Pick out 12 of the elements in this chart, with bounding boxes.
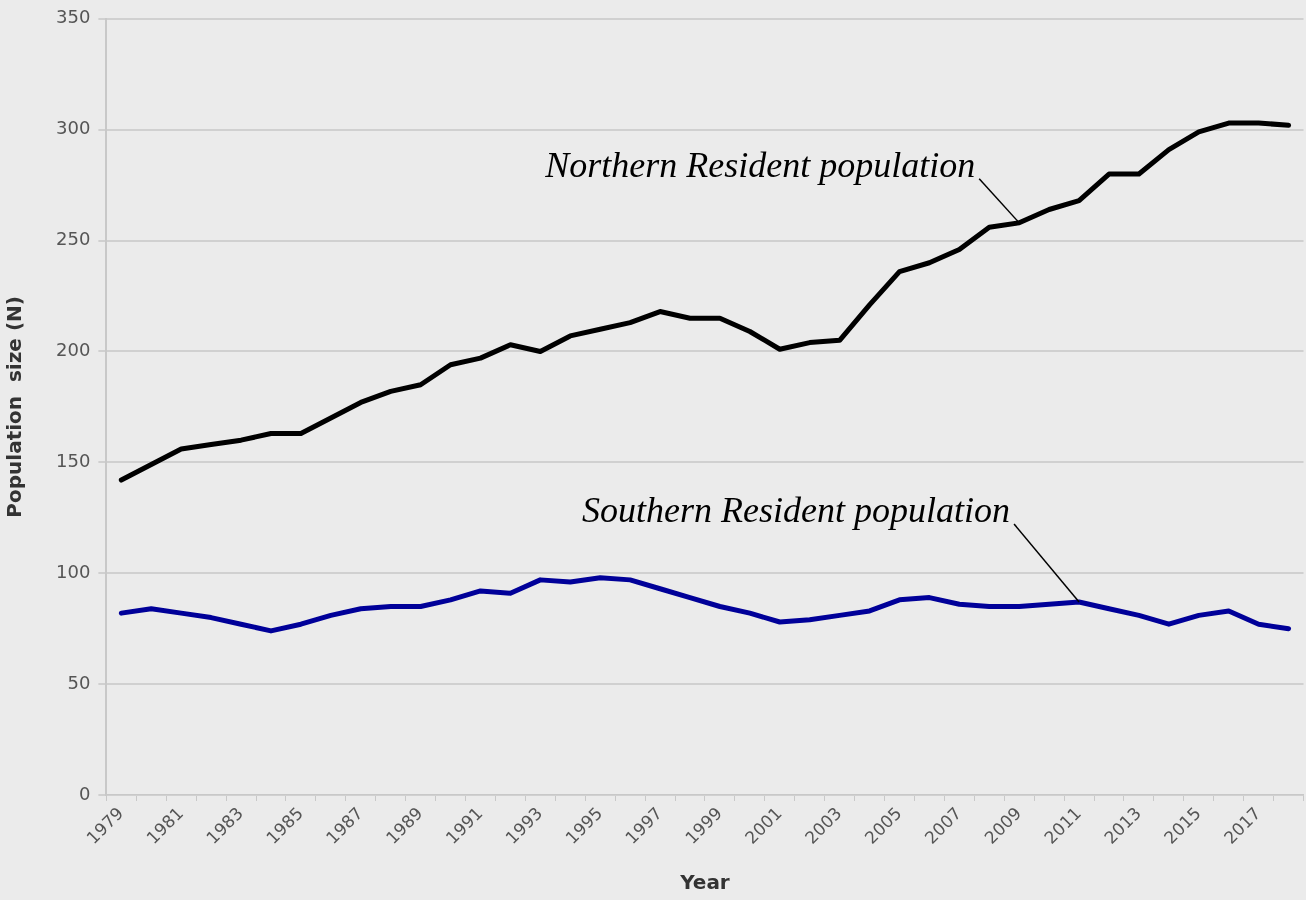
y-tick-label: 300 [56, 117, 91, 139]
y-tick-label: 250 [56, 228, 91, 250]
y-tick-label: 150 [56, 450, 91, 472]
y-axis-title: Population size (N) [2, 296, 27, 518]
y-tick-label: 350 [56, 6, 91, 28]
y-tick-label: 50 [67, 671, 91, 693]
annotation: Northern Resident population [544, 144, 976, 185]
y-tick-label: 100 [56, 560, 91, 582]
y-tick-label: 200 [56, 339, 91, 361]
y-tick-label: 0 [78, 782, 91, 804]
annotation: Southern Resident population [582, 490, 1011, 531]
x-axis-title: Year [679, 870, 730, 895]
